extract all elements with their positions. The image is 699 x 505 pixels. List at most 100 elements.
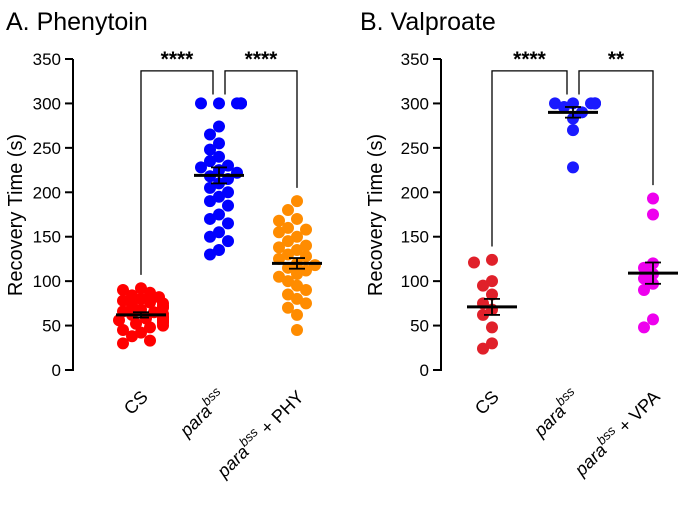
data-point	[204, 143, 216, 156]
data-point	[135, 282, 147, 295]
data-point	[213, 244, 225, 257]
category-main: CS	[120, 387, 152, 419]
significance-bracket	[140, 70, 214, 275]
y-tick-label: 350	[33, 50, 61, 69]
data-point	[300, 297, 312, 310]
data-point	[477, 279, 489, 292]
data-point	[273, 214, 285, 227]
significance-label: ****	[161, 48, 195, 71]
data-point	[567, 124, 579, 137]
y-tick-label: 250	[401, 139, 429, 158]
data-point	[638, 272, 650, 285]
category-suffix: + PHY	[253, 387, 308, 442]
x-category-label: parabss + VPA	[567, 384, 663, 480]
data-point	[117, 284, 129, 297]
data-point	[213, 137, 225, 150]
y-axis-title: Recovery Time (s)	[5, 134, 27, 296]
significance-bracket	[224, 70, 298, 188]
data-point	[213, 190, 225, 203]
y-tick-label: 200	[33, 183, 61, 202]
data-point	[647, 208, 659, 221]
chart-panel-2: B. Valproate 0 50 100 150 200 250 300 350 Recover…	[360, 8, 678, 480]
data-point	[486, 275, 498, 288]
data-point	[213, 150, 225, 163]
y-tick-label: 50	[42, 317, 61, 336]
data-point	[117, 337, 129, 350]
data-point	[291, 292, 303, 305]
data-point	[282, 301, 294, 314]
data-point	[135, 326, 147, 339]
data-point	[113, 314, 125, 327]
data-point	[204, 128, 216, 141]
y-tick-label: 350	[401, 50, 429, 69]
data-point	[117, 294, 129, 307]
significance-label: **	[608, 48, 625, 71]
chart-panel-1: A. Phenytoin 0 50 100 150 200 250 300 350 Recover…	[5, 8, 322, 482]
data-point	[117, 324, 129, 337]
significance-bracket	[491, 70, 568, 247]
data-point	[291, 195, 303, 208]
data-point	[204, 212, 216, 225]
data-point	[647, 313, 659, 326]
data-point	[144, 321, 156, 334]
data-point	[291, 308, 303, 321]
data-point	[291, 324, 303, 337]
data-point	[135, 292, 147, 305]
data-point	[126, 330, 138, 343]
data-point	[486, 253, 498, 266]
data-point	[213, 120, 225, 133]
data-point	[144, 334, 156, 347]
data-point	[204, 230, 216, 243]
data-point	[300, 239, 312, 252]
data-point	[273, 226, 285, 239]
data-point	[204, 195, 216, 208]
data-point	[157, 319, 169, 332]
data-point	[195, 161, 207, 174]
data-point	[477, 342, 489, 355]
data-point	[222, 199, 234, 212]
y-tick-label: 300	[33, 94, 61, 113]
category-suffix: + VPA	[611, 387, 664, 440]
data-point	[213, 97, 225, 110]
data-point	[549, 97, 561, 110]
data-point	[282, 235, 294, 248]
significance-label: ****	[513, 48, 547, 71]
data-point	[126, 299, 138, 312]
data-point	[558, 100, 570, 113]
y-tick-label: 300	[401, 94, 429, 113]
data-point	[291, 268, 303, 281]
data-point	[144, 286, 156, 299]
data-point	[235, 97, 247, 110]
data-point	[130, 317, 142, 330]
y-tick-label: 150	[401, 228, 429, 247]
x-category-label: CS	[120, 387, 152, 419]
data-point	[300, 250, 312, 263]
y-tick-label: 250	[33, 139, 61, 158]
y-tick-label: 100	[401, 272, 429, 291]
data-point	[204, 155, 216, 168]
data-point	[204, 248, 216, 261]
data-point	[300, 284, 312, 297]
y-tick-label: 0	[420, 361, 429, 380]
data-point	[291, 212, 303, 225]
data-point	[273, 241, 285, 254]
data-point	[638, 261, 650, 274]
data-point	[291, 244, 303, 257]
data-point	[638, 321, 650, 334]
data-point	[486, 337, 498, 350]
category-main: CS	[471, 387, 503, 419]
significance-label: ****	[245, 48, 279, 71]
data-point	[647, 192, 659, 205]
data-point	[213, 208, 225, 221]
panel-title: A. Phenytoin	[6, 8, 148, 36]
panel-title: B. Valproate	[360, 8, 496, 36]
data-point	[126, 289, 138, 302]
data-point	[282, 275, 294, 288]
data-point	[468, 256, 480, 269]
data-point	[144, 296, 156, 309]
data-point	[204, 181, 216, 194]
data-point	[222, 159, 234, 172]
data-point	[477, 308, 489, 321]
data-point	[486, 288, 498, 301]
